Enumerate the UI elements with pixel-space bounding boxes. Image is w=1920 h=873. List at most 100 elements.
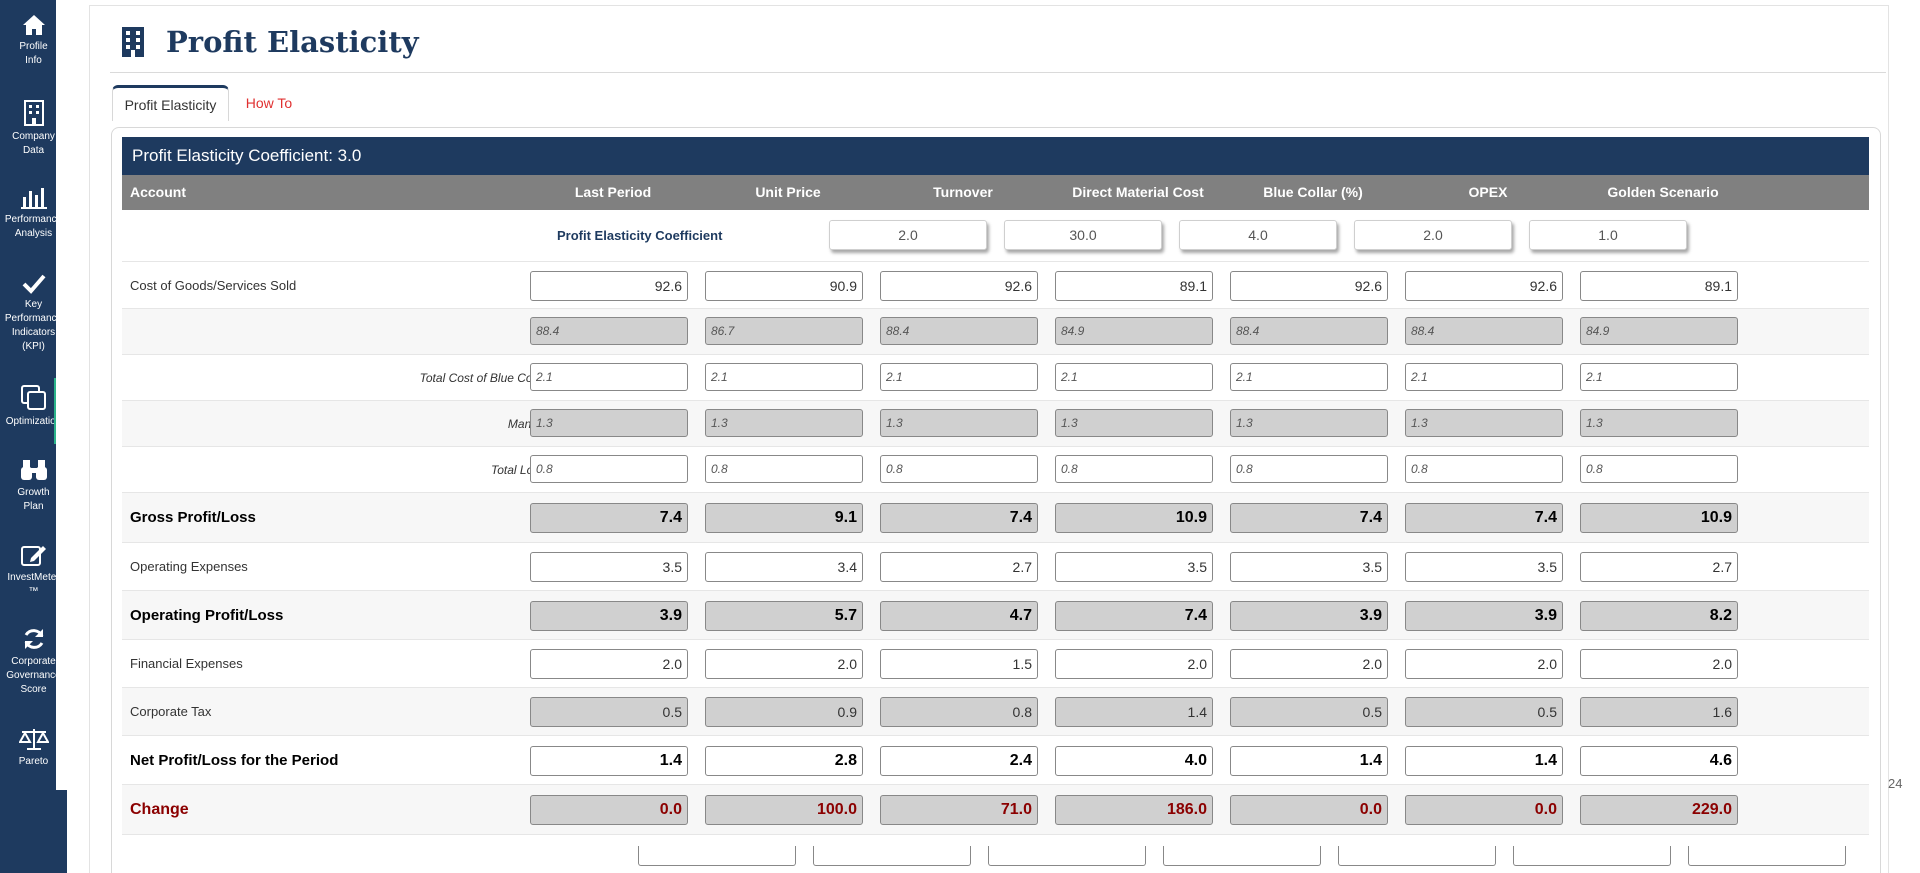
coefficient-spacer [1298, 210, 1299, 211]
tab-how-to[interactable]: How To [245, 95, 293, 111]
cell-turnover: 0.8 [880, 697, 1038, 727]
cell-last-period[interactable]: 0.8 [530, 455, 688, 483]
cell-opex[interactable]: 0.8 [1405, 455, 1563, 483]
next-row-stub [1338, 846, 1496, 866]
cell-opex[interactable]: 92.6 [1405, 271, 1563, 301]
cell-direct-material-cost[interactable]: 3.5 [1055, 552, 1213, 582]
table-row: Gross Profit/Loss 7.4 9.1 7.4 10.9 7.4 7.4 10.9 [122, 493, 1869, 543]
cell-last-period[interactable]: 2.0 [530, 649, 688, 679]
column-header-golden-scenario: Golden Scenario [1607, 184, 1719, 200]
cell-direct-material-cost: 1.3 [1055, 409, 1213, 437]
cell-turnover[interactable]: 92.6 [880, 271, 1038, 301]
cell-direct-material-cost[interactable]: 89.1 [1055, 271, 1213, 301]
sidebar-item-performance-analysis[interactable]: Performance Analysis [0, 185, 67, 241]
cell-golden-scenario[interactable]: 0.8 [1580, 455, 1738, 483]
cell-blue-collar[interactable]: 2.0 [1230, 649, 1388, 679]
cell-golden-scenario[interactable]: 2.1 [1580, 363, 1738, 391]
cell-direct-material-cost: 4.0 [1055, 746, 1213, 776]
cell-last-period: 0.5 [530, 697, 688, 727]
table-row: Financial Expenses 2.0 2.0 1.5 2.0 2.0 2.0 2.0 [122, 640, 1869, 688]
table-row: Total Cost of Blue Collars to the Busine… [122, 355, 1869, 401]
sidebar-item-profile-info[interactable]: Profile Info [0, 14, 67, 68]
bar-chart-icon [20, 188, 47, 209]
cell-direct-material-cost: 10.9 [1055, 503, 1213, 533]
table-row: Net Profit/Loss for the Period 1.4 2.8 2.4 4… [122, 736, 1869, 785]
cell-blue-collar: 0.0 [1230, 795, 1388, 825]
check-icon [22, 274, 46, 294]
cell-opex: 0.0 [1405, 795, 1563, 825]
cell-opex: 7.4 [1405, 503, 1563, 533]
content-panel [111, 127, 1881, 873]
cell-golden-scenario[interactable]: 2.0 [1580, 649, 1738, 679]
cell-last-period[interactable]: 2.1 [530, 363, 688, 391]
sidebar-item-kpi[interactable]: Key Performance Indicators (KPI) [0, 272, 67, 354]
cell-turnover: 4.7 [880, 601, 1038, 631]
cell-opex[interactable]: 2.0 [1405, 649, 1563, 679]
table-row: Manufacturing Overhead1.31.31.31.31.31.3… [122, 401, 1869, 447]
cell-opex[interactable]: 3.5 [1405, 552, 1563, 582]
cell-direct-material-cost: 1.4 [1055, 697, 1213, 727]
cell-blue-collar[interactable]: 92.6 [1230, 271, 1388, 301]
cell-opex: 3.9 [1405, 601, 1563, 631]
sidebar-item-pareto[interactable]: Pareto [0, 727, 67, 769]
cell-last-period[interactable]: 3.5 [530, 552, 688, 582]
row-label: Cost of Goods/Services Sold [130, 277, 297, 293]
sidebar-item-label: Company Data [12, 131, 55, 156]
cell-unit-price: 5.7 [705, 601, 863, 631]
cell-turnover[interactable]: 2.1 [880, 363, 1038, 391]
row-label: Operating Profit/Loss [130, 606, 284, 624]
cell-golden-scenario[interactable]: 89.1 [1580, 271, 1738, 301]
coefficient-blue-collar-input[interactable]: 2.0 [1354, 220, 1512, 250]
cell-opex[interactable]: 2.1 [1405, 363, 1563, 391]
cell-direct-material-cost[interactable]: 2.0 [1055, 649, 1213, 679]
cell-unit-price: 1.3 [705, 409, 863, 437]
cell-unit-price[interactable]: 0.8 [705, 455, 863, 483]
cell-direct-material-cost: 7.4 [1055, 601, 1213, 631]
cell-blue-collar[interactable]: 0.8 [1230, 455, 1388, 483]
cell-opex: 88.4 [1405, 317, 1563, 345]
cell-last-period[interactable]: 92.6 [530, 271, 688, 301]
coefficient-turnover-input[interactable]: 30.0 [1004, 220, 1162, 250]
cell-turnover[interactable]: 0.8 [880, 455, 1038, 483]
cell-blue-collar[interactable]: 2.1 [1230, 363, 1388, 391]
building-icon [23, 100, 44, 126]
cell-golden-scenario: 10.9 [1580, 503, 1738, 533]
cell-golden-scenario[interactable]: 2.7 [1580, 552, 1738, 582]
cell-golden-scenario: 8.2 [1580, 601, 1738, 631]
cell-unit-price: 9.1 [705, 503, 863, 533]
coefficient-unit-price-input[interactable]: 2.0 [829, 220, 987, 250]
coefficient-direct-material-cost-input[interactable]: 4.0 [1179, 220, 1337, 250]
cell-turnover: 71.0 [880, 795, 1038, 825]
cell-turnover[interactable]: 1.5 [880, 649, 1038, 679]
table-header: Account Last Period Unit Price Turnover … [122, 175, 1869, 210]
cell-unit-price[interactable]: 2.0 [705, 649, 863, 679]
column-header-unit-price: Unit Price [755, 184, 821, 200]
cell-direct-material-cost[interactable]: 2.1 [1055, 363, 1213, 391]
next-row-stub [1688, 846, 1846, 866]
sidebar-item-investmeter[interactable]: InvestMeter ™ [0, 543, 67, 599]
title-divider [110, 72, 1886, 73]
sidebar-item-optimization[interactable]: Optimization [0, 385, 67, 429]
column-header-account: Account [130, 184, 186, 200]
sidebar-footer [0, 790, 67, 873]
coefficient-opex-input[interactable]: 1.0 [1529, 220, 1687, 250]
sidebar-item-company-data[interactable]: Company Data [0, 100, 67, 158]
cell-unit-price[interactable]: 2.1 [705, 363, 863, 391]
sidebar-item-growth-plan[interactable]: Growth Plan [0, 458, 67, 514]
row-label: Gross Profit/Loss [130, 509, 256, 526]
cell-unit-price: 2.8 [705, 746, 863, 776]
cell-blue-collar: 7.4 [1230, 503, 1388, 533]
sidebar-item-corporate-governance-score[interactable]: Corporate Governance Score [0, 627, 67, 697]
coefficient-row: Profit Elasticity Coefficient 2.0 30.0 4… [122, 210, 1869, 262]
cell-blue-collar[interactable]: 3.5 [1230, 552, 1388, 582]
column-header-direct-material-cost: Direct Material Cost [1072, 184, 1204, 200]
tab-profit-elasticity[interactable]: Profit Elasticity [112, 85, 229, 121]
sidebar-edge [56, 0, 67, 790]
cell-last-period: 1.3 [530, 409, 688, 437]
cell-unit-price: 86.7 [705, 317, 863, 345]
table-row: Corporate Tax 0.5 0.9 0.8 1.4 0.5 0.5 1.6 [122, 688, 1869, 736]
cell-unit-price[interactable]: 3.4 [705, 552, 863, 582]
cell-unit-price[interactable]: 90.9 [705, 271, 863, 301]
cell-turnover[interactable]: 2.7 [880, 552, 1038, 582]
cell-direct-material-cost[interactable]: 0.8 [1055, 455, 1213, 483]
